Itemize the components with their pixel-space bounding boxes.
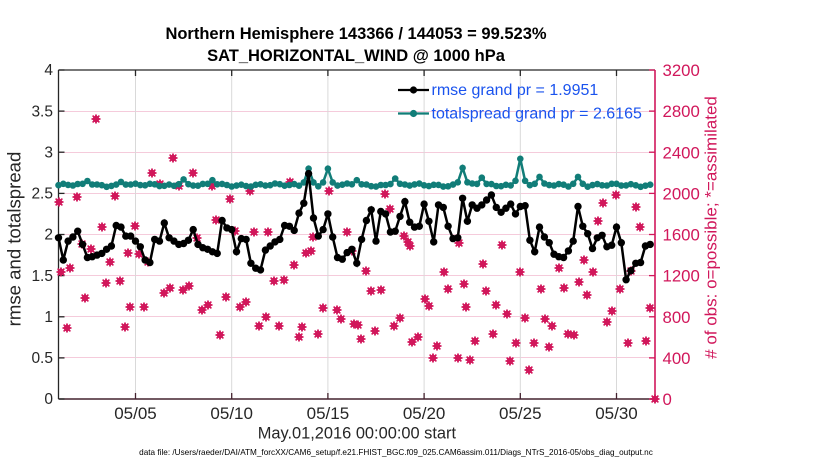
svg-text:800: 800 — [663, 308, 691, 327]
svg-text:05/25: 05/25 — [499, 404, 542, 423]
svg-text:1.5: 1.5 — [31, 268, 53, 285]
svg-text:2: 2 — [44, 227, 53, 244]
svg-text:0.5: 0.5 — [31, 350, 53, 367]
svg-text:# of obs: o=possible; *=assimi: # of obs: o=possible; *=assimilated — [702, 96, 721, 359]
svg-text:3: 3 — [44, 144, 53, 161]
svg-text:2000: 2000 — [663, 185, 700, 204]
svg-text:4: 4 — [44, 62, 53, 79]
svg-text:May.01,2016 00:00:00 start: May.01,2016 00:00:00 start — [258, 425, 457, 443]
svg-text:rmse grand pr = 1.9951: rmse grand pr = 1.9951 — [432, 82, 599, 99]
svg-text:SAT_HORIZONTAL_WIND @ 1000 hPa: SAT_HORIZONTAL_WIND @ 1000 hPa — [207, 47, 506, 65]
svg-text:05/15: 05/15 — [307, 404, 350, 423]
svg-text:05/30: 05/30 — [595, 404, 638, 423]
svg-text:1200: 1200 — [663, 267, 700, 286]
svg-text:1: 1 — [44, 309, 53, 326]
svg-text:05/20: 05/20 — [403, 404, 446, 423]
svg-text:totalspread grand pr = 2.6165: totalspread grand pr = 2.6165 — [432, 106, 642, 123]
svg-text:3200: 3200 — [663, 61, 700, 80]
svg-text:2800: 2800 — [663, 102, 700, 121]
svg-text:Northern Hemisphere 143366 / 1: Northern Hemisphere 143366 / 144053 = 99… — [165, 25, 546, 43]
svg-text:rmse and totalspread: rmse and totalspread — [4, 152, 25, 327]
svg-text:3.5: 3.5 — [31, 103, 53, 120]
svg-text:05/10: 05/10 — [210, 404, 253, 423]
svg-text:2400: 2400 — [663, 143, 700, 162]
svg-text:data file: /Users/raeder/DAI/A: data file: /Users/raeder/DAI/ATM_forcXX/… — [139, 448, 653, 457]
svg-text:400: 400 — [663, 349, 691, 368]
svg-text:2.5: 2.5 — [31, 186, 53, 203]
svg-text:05/05: 05/05 — [114, 404, 157, 423]
svg-text:1600: 1600 — [663, 226, 700, 245]
svg-text:0: 0 — [44, 391, 53, 408]
svg-text:0: 0 — [663, 390, 672, 409]
